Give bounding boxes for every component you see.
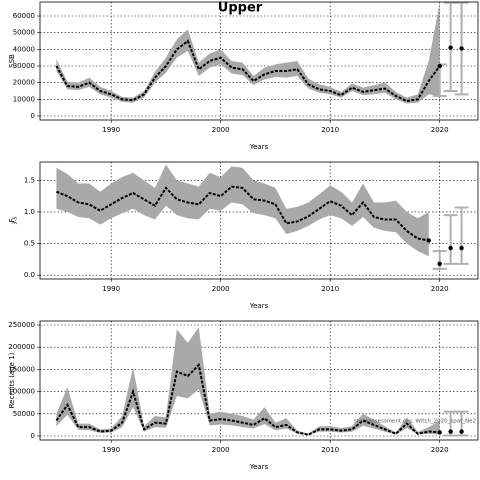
y-tick-label: 200000 <box>8 343 35 351</box>
y-tick-label: 150000 <box>8 365 35 373</box>
forecast-point <box>459 245 464 251</box>
x-tick-label: 1990 <box>102 285 120 293</box>
x-tick-label: 2020 <box>431 285 449 293</box>
estimate-line <box>55 362 440 436</box>
panel: Upper 1990 2000 2010 2020 0 10000 20000 30000 400… <box>8 1 479 151</box>
x-axis-label: Years <box>249 302 269 310</box>
estimate-point <box>426 238 431 243</box>
x-tick-label: 2010 <box>321 446 339 454</box>
panel: 1990 2000 2010 2020 0 50000 100000 150000 200000… <box>8 320 479 471</box>
confidence-band <box>56 2 440 104</box>
forecast-point <box>437 63 442 69</box>
forecast-point <box>448 45 453 50</box>
y-tick-label: 0.5 <box>24 240 35 248</box>
error-bar <box>454 206 469 265</box>
y-axis-label-sub: 3-5 <box>13 217 19 225</box>
x-tick-label: 2010 <box>321 285 339 293</box>
x-tick-label: 1990 <box>102 446 120 454</box>
y-axis-label: F <box>8 218 16 222</box>
forecast-point <box>448 245 453 251</box>
y-tick-label: 40000 <box>13 45 35 53</box>
estimate-line <box>55 39 441 103</box>
forecast-point <box>437 261 442 267</box>
estimate-line <box>56 185 429 242</box>
y-axis-label: Recruits (age 1) <box>8 352 16 408</box>
y-tick-label: 20000 <box>13 79 35 87</box>
annotation: stockassessment.org, Witch_2020_spat_Ne2 <box>354 419 476 425</box>
y-tick-label: 0 <box>31 112 35 120</box>
x-tick-label: 2010 <box>321 126 339 134</box>
x-axis-label: Years <box>249 143 269 151</box>
x-tick-label: 1990 <box>102 126 120 134</box>
y-axis-label: SSB <box>8 54 16 68</box>
y-tick-label: 250000 <box>8 321 35 329</box>
error-bar <box>432 250 447 270</box>
y-tick-label: 1.5 <box>24 176 35 184</box>
panel: 1990 2000 2010 2020 0.0 0.5 1.0 1.5 Years F3-5 <box>8 161 479 310</box>
y-tick-label: 60000 <box>13 12 35 20</box>
plot-frame <box>39 320 479 441</box>
forecast-point <box>448 429 453 434</box>
plot-frame <box>39 161 479 280</box>
y-tick-label: 0.0 <box>24 271 35 279</box>
confidence-band <box>56 164 429 257</box>
chart-title: Upper <box>218 1 263 16</box>
forecast-point <box>459 429 464 434</box>
forecast-point <box>459 46 464 51</box>
y-tick-label: 50000 <box>13 410 35 418</box>
error-bar <box>443 214 458 265</box>
x-axis-label: Years <box>249 463 269 471</box>
x-tick-label: 2020 <box>431 126 449 134</box>
y-tick-label: 1.0 <box>24 208 35 216</box>
x-tick-label: 2000 <box>212 285 230 293</box>
confidence-band <box>56 327 440 436</box>
y-tick-label: 10000 <box>13 95 35 103</box>
y-tick-label: 50000 <box>13 29 35 37</box>
x-tick-label: 2000 <box>212 126 230 134</box>
y-tick-label: 100000 <box>8 388 35 396</box>
plot-frame <box>39 1 479 121</box>
y-tick-label: 0 <box>31 432 35 440</box>
x-tick-label: 2000 <box>212 446 230 454</box>
y-tick-label: 30000 <box>13 62 35 70</box>
x-tick-label: 2020 <box>431 446 449 454</box>
estimate-point <box>437 430 442 435</box>
